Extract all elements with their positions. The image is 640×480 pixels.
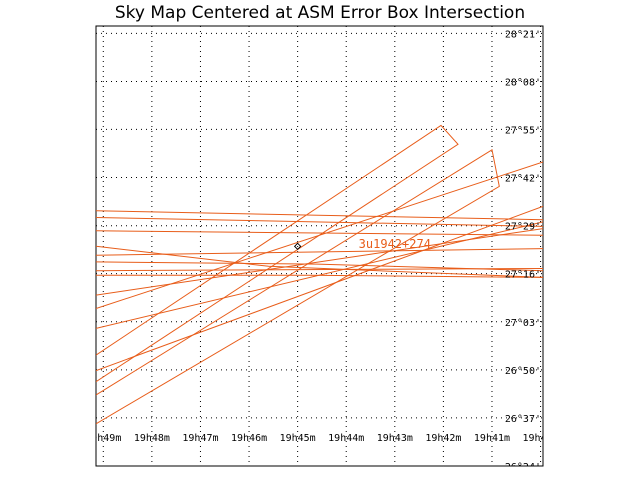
y-tick-label: 28°08': [505, 77, 541, 88]
x-tick-label: 19h43m: [377, 433, 413, 444]
error-box-edge: [96, 248, 543, 256]
source-label: 3u1942+274: [359, 237, 431, 251]
x-tick-label: 19h48m: [134, 433, 170, 444]
x-tick-label: 19h42m: [425, 433, 461, 444]
y-tick-label: 27°03': [505, 318, 541, 329]
y-tick-label: 28°21': [505, 29, 541, 40]
error-box-edge: [96, 245, 543, 278]
x-tick-label: 19h45m: [280, 433, 316, 444]
error-box-edge: [96, 205, 543, 372]
y-tick-label: 26°50': [505, 366, 541, 377]
center-marker: [293, 242, 302, 251]
x-tick-label: 19h47m: [182, 433, 218, 444]
chart-title: Sky Map Centered at ASM Error Box Inters…: [115, 3, 525, 23]
x-tick-label: 19h44m: [328, 433, 364, 444]
y-tick-label: 26°24': [505, 462, 541, 473]
x-tick-label: 19h41m: [474, 433, 510, 444]
error-box-edge: [96, 274, 543, 278]
error-box-edge: [96, 228, 543, 296]
y-tick-label: 27°29': [505, 222, 541, 233]
grid-lines: [96, 26, 543, 466]
error-box-edge: [96, 210, 543, 221]
x-tick-label: 19h46m: [231, 433, 267, 444]
plot-frame: [95, 25, 544, 467]
tick-labels: 19h49m 19h48m 19h47m 19h46m 19h45m 19h44m 19h4…: [85, 29, 559, 473]
error-boxes: [96, 124, 543, 425]
error-box-edge: [96, 124, 459, 383]
y-tick-label: 26°37': [505, 414, 541, 425]
y-tick-label: 27°16': [505, 270, 541, 281]
error-box-edge: [96, 161, 543, 309]
x-tick-label: 19h40m: [523, 433, 559, 444]
error-box-edge: [96, 230, 543, 236]
x-tick-label: 19h49m: [85, 433, 121, 444]
error-box-edge: [96, 217, 543, 227]
y-tick-label: 27°42': [505, 174, 541, 185]
y-tick-label: 27°55': [505, 125, 541, 136]
error-box-edge: [96, 268, 543, 272]
error-box-edge: [96, 148, 500, 425]
